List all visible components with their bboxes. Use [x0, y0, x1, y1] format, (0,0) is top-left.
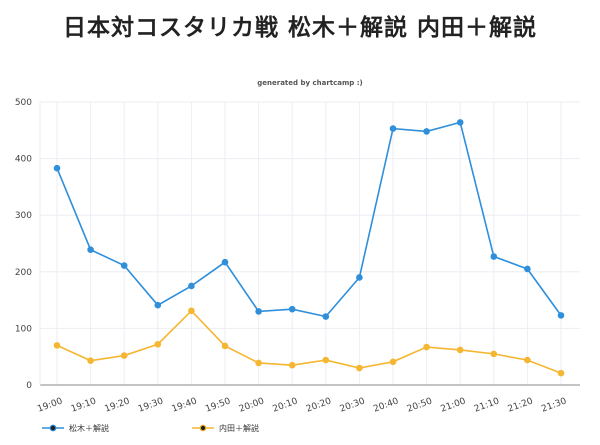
data-point [120, 262, 128, 269]
data-point [288, 305, 296, 313]
x-tick-label: 21:10 [473, 396, 501, 414]
x-tick-label: 20:20 [305, 396, 333, 414]
data-point [356, 274, 363, 281]
data-point [154, 301, 162, 309]
y-tick-label: 500 [15, 98, 32, 108]
data-point [53, 164, 61, 172]
x-tick-label: 21:20 [507, 396, 535, 414]
x-tick-label: 21:00 [439, 396, 467, 414]
data-point [490, 253, 498, 260]
data-point [322, 356, 330, 364]
x-tick-label: 19:10 [70, 396, 98, 414]
x-tick-label: 21:30 [540, 396, 568, 414]
y-tick-label: 100 [15, 324, 32, 334]
legend-marker-0 [49, 424, 57, 432]
x-tick-label: 20:40 [372, 396, 400, 414]
data-point [389, 358, 397, 366]
data-point [87, 357, 94, 364]
y-tick-label: 0 [26, 381, 32, 391]
x-tick-label: 19:30 [137, 396, 165, 414]
y-tick-label: 300 [15, 211, 32, 221]
data-point [288, 361, 296, 369]
series-line-1 [56, 309, 562, 374]
legend-label-1: 内田＋解説 [219, 423, 259, 433]
data-point [53, 342, 61, 349]
data-point [322, 313, 330, 320]
chart-title: 日本対コスタリカ戦 松木＋解説 内田＋解説 [62, 15, 537, 41]
x-tick-label: 19:20 [103, 396, 131, 414]
data-point [423, 343, 430, 351]
data-point [557, 369, 565, 377]
legend-marker-1 [199, 424, 207, 432]
data-point [524, 356, 531, 364]
data-point [154, 340, 162, 348]
data-point [524, 265, 531, 273]
y-tick-label: 400 [15, 155, 32, 165]
data-point [255, 359, 262, 367]
x-tick-label: 20:30 [339, 396, 367, 414]
data-point [423, 128, 430, 135]
data-point [456, 346, 464, 354]
x-tick-label: 20:50 [406, 396, 434, 414]
data-point [490, 350, 498, 358]
x-tick-label: 19:40 [171, 396, 199, 414]
data-point [221, 342, 229, 350]
data-point [255, 308, 262, 315]
chart-subtitle: generated by chartcamp :) [257, 79, 363, 87]
data-point [87, 246, 94, 254]
data-point [389, 125, 397, 132]
data-point [456, 119, 464, 126]
x-tick-label: 20:10 [271, 396, 299, 414]
x-tick-label: 19:50 [204, 396, 232, 414]
data-point [221, 258, 229, 266]
data-point [188, 282, 195, 290]
data-point [188, 307, 195, 315]
y-tick-label: 200 [15, 268, 32, 278]
data-point [356, 364, 363, 372]
x-tick-label: 20:00 [238, 396, 266, 414]
series-line-0 [56, 121, 562, 318]
x-tick-label: 19:00 [36, 396, 64, 414]
data-point [557, 312, 565, 319]
legend-label-0: 松木＋解説 [69, 423, 109, 433]
data-point [120, 352, 128, 359]
